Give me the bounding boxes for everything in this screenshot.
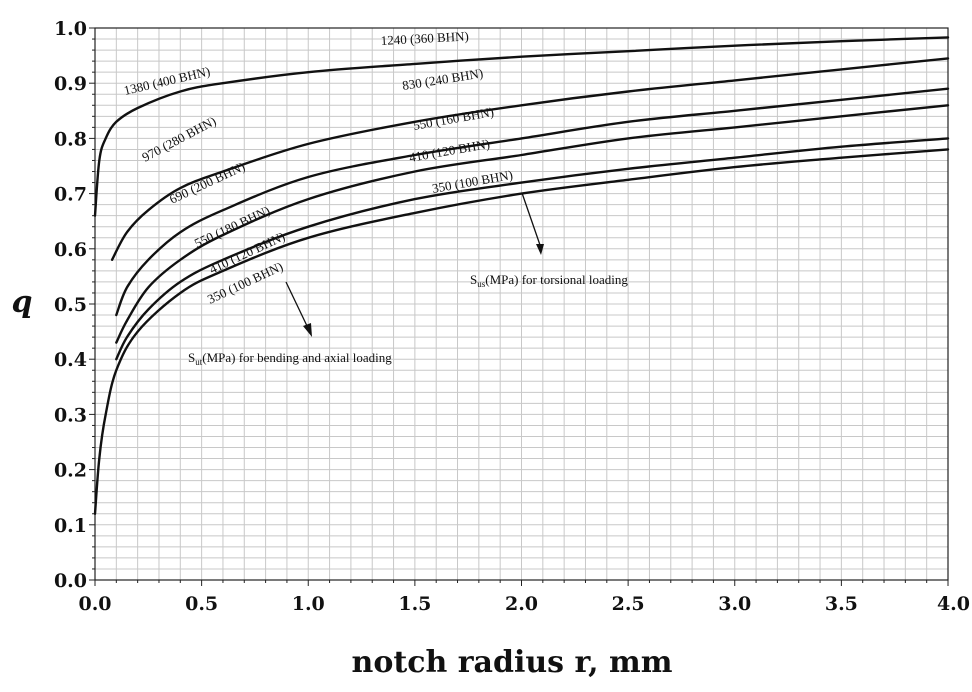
x-tick-label: 3.5 bbox=[825, 593, 858, 615]
x-tick-label: 0.5 bbox=[185, 593, 218, 615]
q-curve-1 bbox=[93, 36, 950, 217]
x-tick-label: 1.0 bbox=[292, 593, 325, 615]
y-tick-label: 0.3 bbox=[54, 404, 87, 426]
y-tick-label: 1.0 bbox=[54, 18, 87, 40]
torsional-loading-note: Sus(MPa) for torsional loading bbox=[470, 272, 628, 289]
x-tick-label: 0.0 bbox=[78, 593, 111, 615]
y-tick-label: 0.5 bbox=[54, 294, 87, 316]
y-tick-labels: 0.0 0.1 0.2 0.3 0.4 0.5 0.6 0.7 0.8 0.9 1.0 bbox=[54, 18, 87, 592]
x-tick-label: 1.5 bbox=[398, 593, 431, 615]
x-tick-label: 3.0 bbox=[718, 593, 751, 615]
torsional-arrow bbox=[521, 192, 544, 255]
x-tick-label: 2.0 bbox=[505, 593, 538, 615]
torsional-curve-label: 830 (240 BHN) bbox=[401, 65, 484, 93]
q-curve-5 bbox=[115, 137, 950, 361]
x-tick-label: 2.5 bbox=[612, 593, 645, 615]
y-tick-label: 0.8 bbox=[54, 128, 87, 150]
q-curve-6 bbox=[93, 148, 950, 515]
bending-curve-label: 1380 (400 BHN) bbox=[122, 63, 211, 97]
torsional-curve-label: 1240 (360 BHN) bbox=[380, 28, 469, 48]
q-curve-4 bbox=[115, 104, 950, 344]
y-tick-label: 0.2 bbox=[54, 460, 87, 482]
q-curve-2 bbox=[110, 57, 950, 261]
bending-loading-note: Sut(MPa) for bending and axial loading bbox=[188, 350, 392, 367]
x-axis-title: notch radius r, mm bbox=[352, 645, 673, 680]
plot-frame bbox=[94, 27, 949, 581]
y-tick-label: 0.7 bbox=[54, 184, 87, 206]
bending-arrow bbox=[285, 281, 312, 337]
curves bbox=[93, 36, 950, 515]
grid bbox=[89, 27, 949, 586]
q-curve-3 bbox=[115, 87, 950, 317]
y-tick-label: 0.9 bbox=[54, 73, 87, 95]
torsional-curve-label: 550 (160 BHN) bbox=[412, 104, 495, 133]
y-tick-label: 0.0 bbox=[54, 570, 87, 592]
x-tick-label: 4.0 bbox=[937, 593, 970, 615]
y-tick-label: 0.4 bbox=[54, 349, 87, 371]
x-tick-labels: 0.0 0.5 1.0 1.5 2.0 2.5 3.0 3.5 4.0 bbox=[78, 593, 970, 615]
y-tick-label: 0.6 bbox=[54, 239, 87, 261]
y-tick-label: 0.1 bbox=[54, 515, 87, 537]
y-axis-title: q bbox=[12, 285, 33, 320]
